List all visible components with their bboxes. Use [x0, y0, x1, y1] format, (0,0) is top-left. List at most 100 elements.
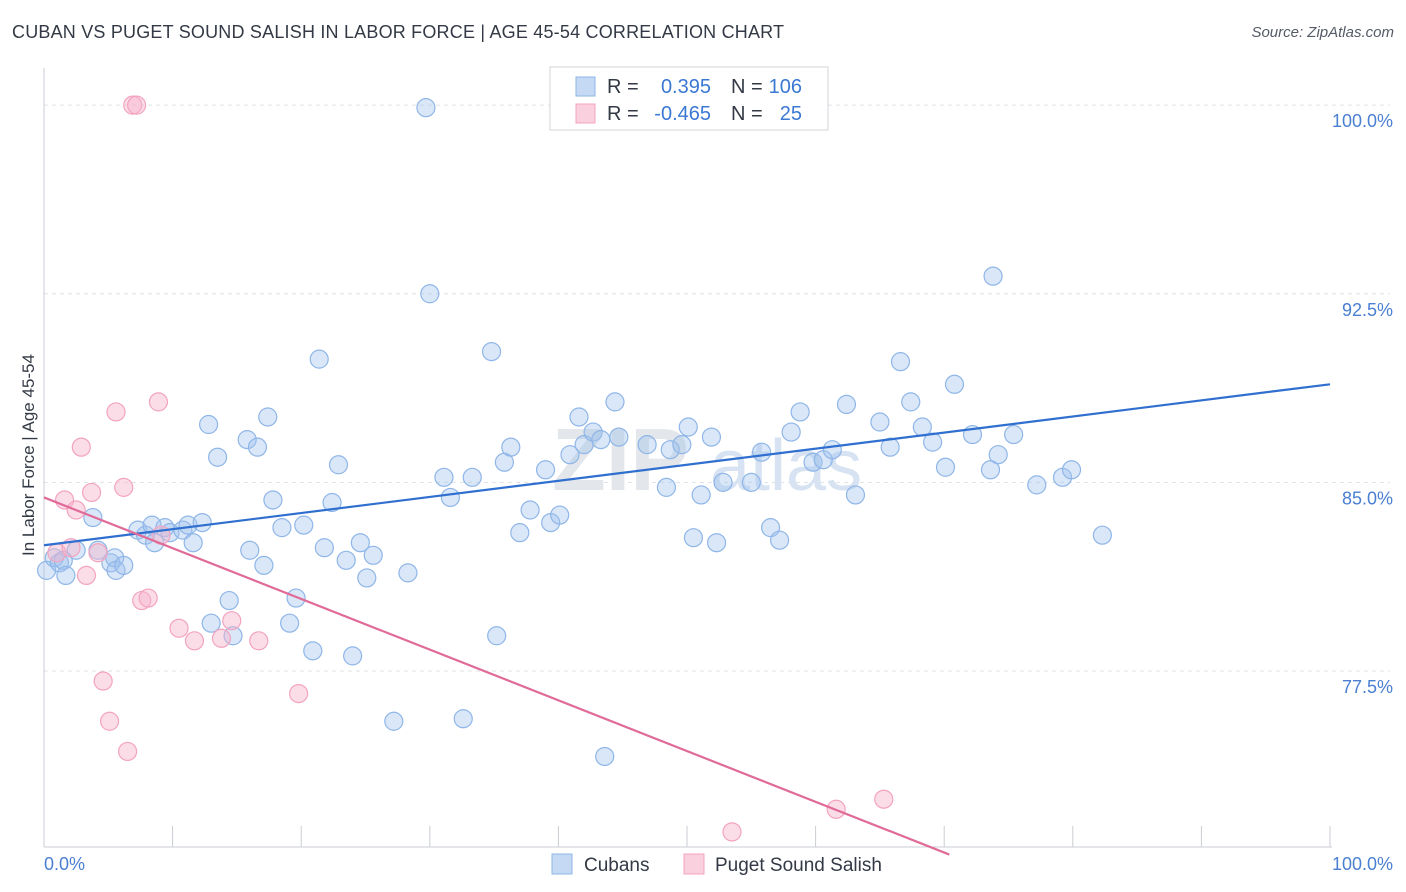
cubans-point-108 — [1061, 460, 1082, 480]
cubans-point-79 — [701, 427, 722, 447]
cubans-point-78 — [691, 485, 711, 505]
cubans-point-33 — [272, 518, 292, 538]
salish-point-11 — [114, 477, 134, 497]
cubans-point-37 — [303, 641, 323, 661]
source-label: Source: ZipAtlas.com — [1251, 24, 1394, 41]
cubans-point-109 — [1092, 525, 1112, 545]
cubans-point-49 — [416, 98, 436, 118]
correlation-legend: R = 0.395 N = 106 R = -0.465 N = 25 — [549, 66, 829, 131]
chart-title: CUBAN VS PUGET SOUND SALISH IN LABOR FOR… — [12, 22, 785, 42]
cubans-point-106 — [1027, 475, 1047, 495]
x-tick-label-1: 100.0% — [1332, 854, 1393, 874]
cubans-point-43 — [343, 646, 363, 666]
bottom-legend-swatch-cubans — [551, 853, 573, 875]
salish-trend-line — [43, 496, 950, 856]
cubans-point-39 — [314, 538, 334, 558]
legend-n-label-2: N = — [731, 103, 763, 125]
cubans-point-54 — [462, 467, 482, 487]
bottom-legend-swatch-salish — [683, 853, 705, 875]
cubans-point-95 — [890, 352, 911, 372]
cubans-point-85 — [769, 530, 790, 550]
y-tick-label-2: 92.5% — [1342, 300, 1393, 320]
cubans-point-48 — [398, 563, 418, 583]
salish-point-22 — [222, 611, 242, 631]
legend-r-value-1: 0.395 — [661, 76, 711, 98]
cubans-point-52 — [440, 487, 460, 508]
salish-point-6 — [81, 482, 102, 503]
cubans-point-26 — [223, 626, 243, 646]
salish-point-10 — [106, 402, 126, 422]
cubans-point-30 — [254, 555, 274, 575]
cubans-point-42 — [336, 550, 356, 570]
cubans-point-20 — [183, 533, 203, 553]
salish-point-20 — [184, 631, 205, 651]
cubans-point-82 — [741, 472, 761, 492]
cubans-point-53 — [453, 709, 473, 729]
legend-n-value-2: 25 — [780, 103, 802, 125]
salish-point-27 — [874, 789, 894, 809]
salish-point-8 — [93, 671, 113, 691]
cubans-point-67 — [583, 422, 603, 442]
trend-lines — [43, 383, 1331, 856]
cubans-point-36 — [294, 515, 314, 535]
cubans-point-105 — [1004, 424, 1024, 445]
cubans-point-29 — [247, 437, 268, 457]
y-axis-label: In Labor Force | Age 45-54 — [19, 354, 38, 556]
cubans-point-86 — [781, 422, 801, 442]
cubans-point-56 — [487, 626, 507, 646]
cubans-point-41 — [328, 455, 349, 475]
cubans-point-50 — [420, 284, 440, 304]
cubans-point-103 — [983, 266, 1003, 286]
bottom-legend-label-salish: Puget Sound Salish — [715, 855, 882, 876]
cubans-point-87 — [790, 402, 810, 422]
cubans-point-80 — [706, 533, 727, 553]
salish-point-12 — [117, 741, 138, 762]
salish-point-23 — [249, 631, 269, 651]
cubans-point-44 — [350, 533, 370, 553]
cubans-point-91 — [836, 394, 857, 415]
cubans-point-104 — [988, 445, 1008, 465]
cubans-point-74 — [660, 440, 680, 460]
cubans-point-75 — [672, 435, 692, 455]
cubans-point-71 — [609, 427, 629, 447]
cubans-point-68 — [591, 430, 611, 450]
cubans-point-77 — [683, 528, 704, 548]
y-tick-label-0: 77.5% — [1342, 677, 1393, 697]
series-legend: Cubans Puget Sound Salish — [551, 853, 882, 876]
salish-point-25 — [722, 822, 742, 842]
legend-r-label-1: R = — [607, 76, 639, 98]
legend-swatch-cubans — [575, 76, 596, 97]
axes — [43, 68, 1332, 848]
cubans-point-31 — [258, 407, 278, 427]
legend-n-label-1: N = — [731, 76, 763, 98]
legend-swatch-salish — [575, 103, 596, 124]
cubans-point-63 — [550, 505, 570, 525]
cubans-point-22 — [199, 414, 219, 435]
cubans-point-51 — [434, 467, 454, 487]
cubans-point-72 — [637, 435, 657, 455]
cubans-trend-line — [43, 383, 1331, 547]
cubans-point-24 — [208, 447, 228, 467]
cubans-point-76 — [678, 417, 698, 437]
cubans-point-100 — [944, 374, 965, 394]
cubans-point-96 — [901, 392, 921, 412]
cubans-point-61 — [535, 460, 556, 480]
salish-point-16 — [138, 588, 158, 608]
cubans-point-69 — [595, 746, 615, 767]
salish-point-4 — [71, 437, 91, 457]
cubans-point-65 — [569, 407, 589, 427]
salish-point-5 — [76, 565, 97, 586]
gridlines — [44, 104, 1390, 672]
cubans-point-45 — [357, 568, 377, 588]
cubans-point-38 — [309, 349, 329, 369]
cubans-point-83 — [751, 442, 772, 462]
salish-point-14 — [126, 95, 147, 115]
legend-n-value-1: 106 — [769, 76, 802, 98]
salish-point-21 — [211, 628, 232, 648]
salish-point-9 — [99, 711, 120, 731]
salish-point-17 — [148, 392, 169, 412]
legend-r-label-2: R = — [607, 103, 639, 125]
cubans-point-94 — [880, 437, 900, 457]
cubans-point-21 — [192, 512, 212, 533]
